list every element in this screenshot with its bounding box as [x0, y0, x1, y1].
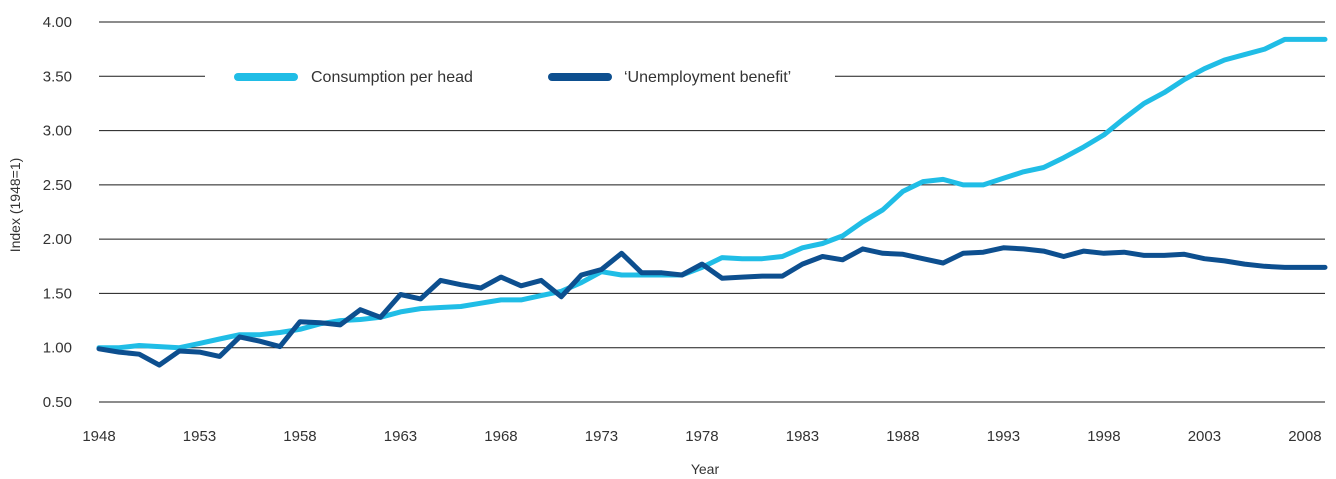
x-tick-label: 1948: [82, 428, 115, 445]
legend-background: [205, 62, 835, 92]
y-tick-label: 4.00: [43, 14, 72, 31]
y-tick-label: 2.50: [43, 177, 72, 194]
y-axis-ticks: 0.50 1.00 1.50 2.00 2.50 3.00 3.50 4.00: [43, 14, 72, 411]
y-tick-label: 3.50: [43, 68, 72, 85]
x-tick-label: 1958: [283, 428, 316, 445]
x-tick-label: 1978: [685, 428, 718, 445]
x-tick-label: 1983: [786, 428, 819, 445]
x-tick-label: 1953: [183, 428, 216, 445]
series: [96, 36, 1328, 368]
x-tick-label: 2003: [1188, 428, 1221, 445]
y-axis-title: Index (1948=1): [7, 158, 23, 253]
x-tick-label: 1963: [384, 428, 417, 445]
x-tick-label: 2008: [1288, 428, 1321, 445]
x-axis-ticks: 1948 1953 1958 1963 1968 1973 1978 1983 1988 1993…: [82, 428, 1321, 445]
y-tick-label: 3.00: [43, 123, 72, 140]
x-tick-label: 1998: [1087, 428, 1120, 445]
x-tick-label: 1988: [886, 428, 919, 445]
y-tick-label: 0.50: [43, 394, 72, 411]
legend-label-1: ‘Unemployment benefit’: [624, 69, 791, 86]
y-tick-label: 1.50: [43, 285, 72, 302]
x-tick-label: 1973: [585, 428, 618, 445]
x-tick-label: 1968: [484, 428, 517, 445]
series-line-0: [96, 36, 1328, 351]
x-tick-label: 1993: [987, 428, 1020, 445]
y-tick-label: 2.00: [43, 231, 72, 248]
legend-label-0: Consumption per head: [311, 69, 473, 86]
series-line-1: [96, 245, 1328, 368]
x-axis-title: Year: [691, 461, 720, 477]
y-tick-label: 1.00: [43, 340, 72, 357]
legend: Consumption per head ‘Unemployment benefi…: [234, 69, 791, 86]
